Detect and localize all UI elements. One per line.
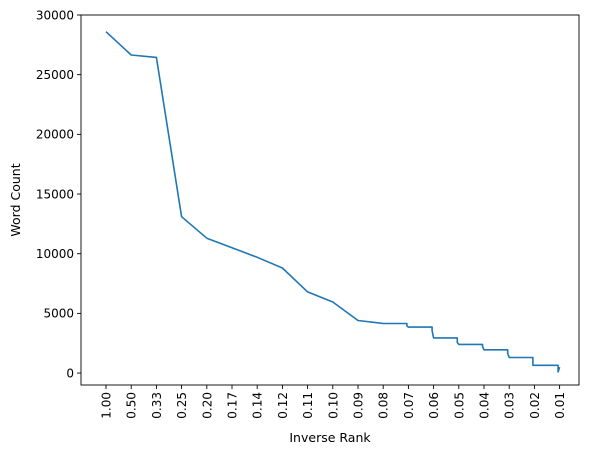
x-tick-label: 0.11 xyxy=(301,392,315,419)
data-point xyxy=(533,364,535,366)
x-tick-label: 0.14 xyxy=(251,392,265,419)
x-tick-label: 0.10 xyxy=(326,392,340,419)
data-point xyxy=(407,326,409,328)
y-tick-label: 0 xyxy=(66,366,74,380)
series-line xyxy=(105,31,561,373)
x-tick-label: 0.01 xyxy=(553,392,567,419)
data-point xyxy=(559,366,561,368)
x-tick-label: 0.06 xyxy=(427,392,441,419)
x-tick-label: 0.02 xyxy=(528,392,542,419)
x-tick-label: 0.04 xyxy=(478,392,492,419)
data-point xyxy=(433,337,435,339)
data-point xyxy=(256,256,258,258)
data-point xyxy=(155,56,157,58)
data-point xyxy=(508,357,510,359)
x-tick-label: 1.00 xyxy=(100,392,114,419)
x-tick-label: 0.05 xyxy=(452,392,466,419)
x-tick-label: 0.07 xyxy=(402,392,416,419)
x-axis: 1.00 0.50 0.33 0.25 0.20 0.17 0.14 0.12 0.11 0.10… xyxy=(100,385,567,419)
data-point xyxy=(332,301,334,303)
y-tick-label: 10000 xyxy=(36,247,74,261)
data-point xyxy=(382,323,384,325)
y-axis-label: Word Count xyxy=(8,163,23,236)
data-point xyxy=(130,54,132,56)
y-tick-label: 25000 xyxy=(36,68,74,82)
x-tick-label: 0.03 xyxy=(503,392,517,419)
y-tick-label: 30000 xyxy=(36,8,74,22)
x-axis-label: Inverse Rank xyxy=(289,430,371,445)
x-tick-label: 0.25 xyxy=(175,392,189,419)
y-tick-label: 20000 xyxy=(36,128,74,142)
x-tick-label: 0.08 xyxy=(377,392,391,419)
data-point xyxy=(181,216,183,218)
plot-area xyxy=(81,15,579,385)
data-point xyxy=(483,349,485,351)
data-point xyxy=(231,247,233,249)
data-point xyxy=(307,291,309,293)
data-point xyxy=(458,343,460,345)
plot-frame xyxy=(80,14,580,386)
y-axis: 0 5000 10000 15000 20000 25000 30000 xyxy=(36,8,81,380)
x-tick-label: 0.09 xyxy=(352,392,366,419)
data-point xyxy=(206,237,208,239)
x-tick-label: 0.12 xyxy=(276,392,290,419)
y-tick-label: 5000 xyxy=(43,307,74,321)
y-tick-label: 15000 xyxy=(36,187,74,201)
x-tick-label: 0.20 xyxy=(200,392,214,419)
data-point xyxy=(105,31,107,33)
data-point xyxy=(281,267,283,269)
x-tick-label: 0.17 xyxy=(226,392,240,419)
x-tick-label: 0.50 xyxy=(125,392,139,419)
data-point xyxy=(357,320,359,322)
x-tick-label: 0.33 xyxy=(150,392,164,419)
